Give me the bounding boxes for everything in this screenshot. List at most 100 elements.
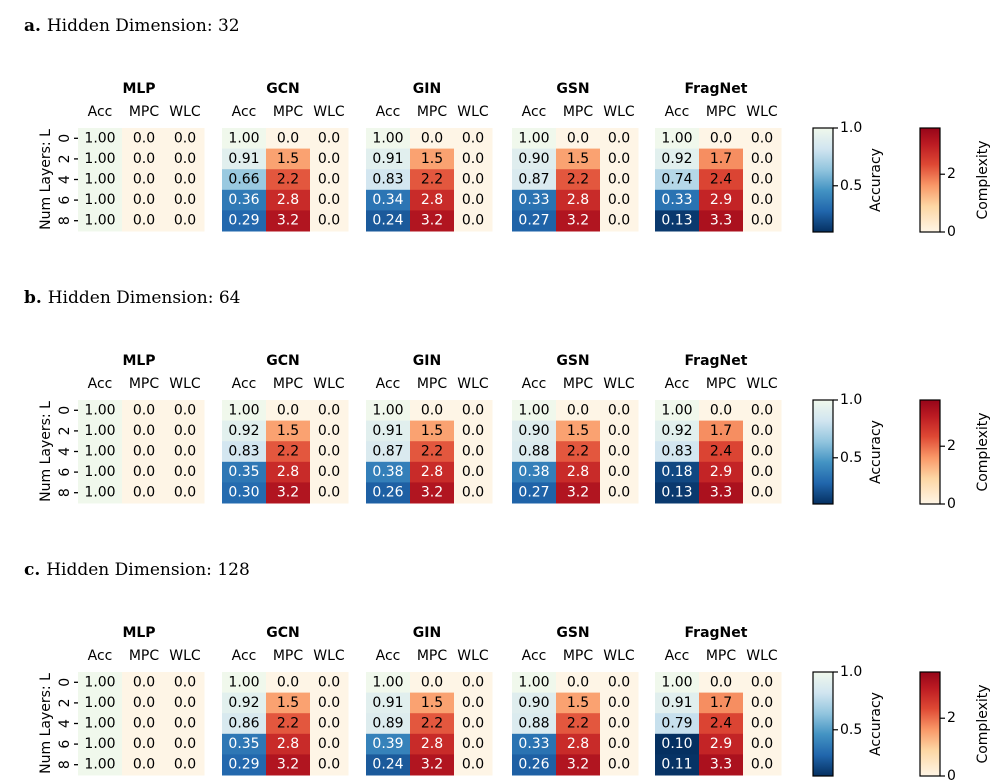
heatmap-cell bbox=[743, 754, 782, 776]
cell-value-label: 2.8 bbox=[567, 192, 589, 208]
cell-value-label: 0.0 bbox=[174, 485, 196, 501]
cell-value-label: 0.0 bbox=[608, 130, 630, 146]
cell-value-label: 1.00 bbox=[84, 151, 115, 167]
cell-value-label: 1.00 bbox=[84, 130, 115, 146]
column-header: Acc bbox=[665, 376, 690, 392]
model-title: GIN bbox=[413, 353, 441, 369]
cell-value-label: 1.5 bbox=[421, 151, 443, 167]
row-tick-label: 4 bbox=[57, 447, 73, 456]
heatmap-cell bbox=[222, 400, 267, 422]
heatmap-cell bbox=[743, 210, 782, 232]
cell-value-label: 0.0 bbox=[751, 695, 773, 711]
cell-value-label: 0.0 bbox=[608, 674, 630, 690]
heatmap-cell bbox=[366, 189, 411, 211]
cell-value-label: 0.0 bbox=[174, 716, 196, 732]
column-header: WLC bbox=[457, 376, 489, 392]
cell-value-label: 0.92 bbox=[228, 423, 259, 439]
heatmap-cell bbox=[310, 400, 349, 422]
cell-value-label: 0.0 bbox=[133, 130, 155, 146]
cell-value-label: 0.0 bbox=[751, 736, 773, 752]
cell-value-label: 0.0 bbox=[277, 402, 299, 418]
colorbar-tick-label: 0 bbox=[947, 768, 956, 783]
heatmap-cell bbox=[266, 148, 311, 170]
column-header: MPC bbox=[563, 104, 594, 120]
heatmap-cell bbox=[600, 672, 639, 694]
complexity-colorbar-label: Complexity bbox=[975, 140, 991, 219]
cell-value-label: 1.00 bbox=[372, 674, 403, 690]
row-tick-label: 8 bbox=[57, 216, 73, 225]
cell-value-label: 2.8 bbox=[277, 736, 299, 752]
cell-value-label: 0.0 bbox=[608, 485, 630, 501]
heatmap-cell bbox=[655, 169, 700, 191]
heatmap-cell bbox=[512, 189, 557, 211]
cell-value-label: 0.38 bbox=[518, 464, 549, 480]
cell-value-label: 0.79 bbox=[661, 716, 692, 732]
heatmap-cell bbox=[266, 713, 311, 735]
cell-value-label: 1.00 bbox=[84, 695, 115, 711]
heatmap-cell bbox=[222, 128, 267, 150]
cell-value-label: 0.0 bbox=[462, 213, 484, 229]
cell-value-label: 0.86 bbox=[228, 716, 259, 732]
heatmap-cell bbox=[122, 420, 167, 442]
heatmap-cell bbox=[122, 733, 167, 755]
colorbar-tick-label: 0 bbox=[947, 224, 956, 240]
model-title: GCN bbox=[266, 625, 299, 641]
heatmap-cell bbox=[310, 169, 349, 191]
heatmap-cell bbox=[600, 210, 639, 232]
heatmap-cell bbox=[556, 420, 601, 442]
heatmap-cell bbox=[600, 148, 639, 170]
cell-value-label: 0.33 bbox=[518, 736, 549, 752]
heatmap-cell bbox=[512, 672, 557, 694]
heatmap-cell bbox=[600, 400, 639, 422]
cell-value-label: 1.5 bbox=[567, 695, 589, 711]
heatmap-cell bbox=[454, 210, 493, 232]
heatmap-cell bbox=[743, 148, 782, 170]
cell-value-label: 0.83 bbox=[228, 444, 259, 460]
cell-value-label: 0.18 bbox=[661, 464, 692, 480]
cell-value-label: 0.0 bbox=[567, 402, 589, 418]
heatmap-cell bbox=[122, 754, 167, 776]
column-header: WLC bbox=[313, 648, 345, 664]
column-header: MPC bbox=[563, 648, 594, 664]
cell-value-label: 1.00 bbox=[372, 402, 403, 418]
cell-value-label: 1.00 bbox=[84, 716, 115, 732]
heatmap-cell bbox=[310, 128, 349, 150]
row-tick-label: 2 bbox=[57, 426, 73, 435]
cell-value-label: 0.0 bbox=[751, 423, 773, 439]
heatmap-cell bbox=[556, 482, 601, 504]
cell-value-label: 0.35 bbox=[228, 464, 259, 480]
cell-value-label: 0.91 bbox=[372, 423, 403, 439]
panel-letter: c. bbox=[24, 560, 46, 580]
heatmap-cell bbox=[454, 148, 493, 170]
cell-value-label: 0.91 bbox=[372, 151, 403, 167]
cell-value-label: 0.0 bbox=[751, 757, 773, 773]
heatmap-cell bbox=[410, 461, 455, 483]
heatmap-cell bbox=[556, 169, 601, 191]
heatmap-cell bbox=[699, 672, 744, 694]
row-tick-label: 4 bbox=[57, 719, 73, 728]
cell-value-label: 2.8 bbox=[567, 736, 589, 752]
heatmap-cell bbox=[410, 400, 455, 422]
heatmap-cell bbox=[655, 189, 700, 211]
cell-value-label: 0.0 bbox=[462, 151, 484, 167]
column-header: MPC bbox=[273, 104, 304, 120]
cell-value-label: 0.0 bbox=[608, 736, 630, 752]
heatmap-cell bbox=[266, 733, 311, 755]
cell-value-label: 0.0 bbox=[133, 674, 155, 690]
heatmap-cell bbox=[556, 754, 601, 776]
cell-value-label: 0.10 bbox=[661, 736, 692, 752]
cell-value-label: 0.36 bbox=[228, 192, 259, 208]
heatmap-cell bbox=[410, 482, 455, 504]
heatmap-cell bbox=[222, 189, 267, 211]
heatmap-cell bbox=[78, 441, 123, 463]
cell-value-label: 3.2 bbox=[421, 757, 443, 773]
model-title: FragNet bbox=[685, 81, 748, 97]
complexity-colorbar-label: Complexity bbox=[975, 684, 991, 763]
column-header: WLC bbox=[169, 104, 201, 120]
complexity-colorbar: 0 2 Complexity bbox=[919, 127, 991, 240]
cell-value-label: 0.26 bbox=[372, 485, 403, 501]
cell-value-label: 0.0 bbox=[133, 192, 155, 208]
heatmap-cell bbox=[699, 754, 744, 776]
column-header: MPC bbox=[563, 376, 594, 392]
model-title: GSN bbox=[556, 353, 589, 369]
